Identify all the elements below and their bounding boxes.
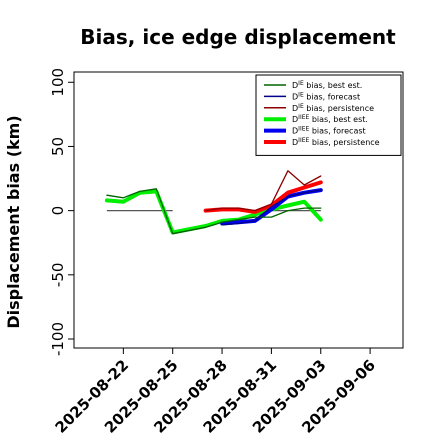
legend-entry: DIE bias, forecast <box>292 91 360 101</box>
plot-area-frame <box>73 71 404 349</box>
legend: DIE bias, best est.DIE bias, forecast DIE… <box>255 74 402 156</box>
y-axis-label: Displacement bias (km) <box>4 115 23 328</box>
legend-entry: DIE bias, best est. <box>292 80 362 90</box>
chart-title: Bias, ice edge displacement <box>80 25 396 49</box>
legend-entry: DIIEE bias, persistence <box>292 137 380 147</box>
y-tick-label: -100 <box>49 322 67 356</box>
legend-entry: DIIEE bias, forecast <box>292 126 366 136</box>
series-line-1 <box>106 188 322 235</box>
series-line-3 <box>204 170 322 212</box>
series-line-6 <box>203 180 323 214</box>
y-axis: -100 -50 0 50 100 <box>49 68 74 356</box>
legend-entry: DIIEE bias, best est. <box>292 114 368 124</box>
series-line-2 <box>221 189 322 226</box>
y-tick-label: 50 <box>49 137 67 156</box>
y-tick-label: -50 <box>49 263 67 288</box>
series-lines <box>104 170 323 235</box>
legend-entry: DIE bias, persistence <box>292 103 374 113</box>
y-tick-label: 100 <box>49 68 67 97</box>
series-line-4 <box>104 189 323 235</box>
y-tick-label: 0 <box>49 206 67 216</box>
